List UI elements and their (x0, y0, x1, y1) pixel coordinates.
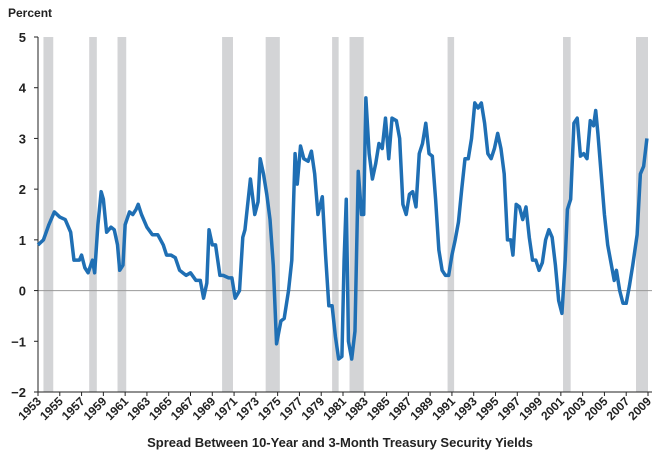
recession-band (332, 37, 339, 392)
data-line (36, 96, 649, 361)
x-tick-label: 1977 (277, 394, 306, 423)
x-tick-label: 1973 (233, 394, 262, 423)
x-tick-label: 2003 (560, 394, 589, 423)
x-tick-label: 1981 (320, 394, 349, 423)
x-tick-label: 1989 (407, 394, 436, 423)
y-tick-label: 2 (19, 182, 26, 197)
recession-band (636, 37, 648, 392)
y-axis-label: Percent (8, 6, 52, 20)
x-tick-label: 1979 (299, 394, 328, 423)
x-tick-label: 1965 (146, 394, 175, 423)
x-tick-label: 1999 (516, 394, 545, 423)
x-tick-label: 1971 (211, 394, 240, 423)
x-tick-label: 1985 (364, 394, 393, 423)
y-tick-label: −1 (11, 334, 26, 349)
x-tick-label: 1995 (473, 394, 502, 423)
x-tick-label: 1987 (386, 394, 415, 423)
y-tick-label: −2 (11, 385, 26, 400)
recession-band (43, 37, 54, 392)
recession-band (89, 37, 97, 392)
y-tick-label: 1 (19, 233, 26, 248)
y-tick-label: 0 (19, 284, 26, 299)
x-tick-label: 1959 (81, 394, 110, 423)
x-tick-label: 1961 (102, 394, 131, 423)
recession-band (117, 37, 127, 392)
x-tick-label: 1975 (255, 394, 284, 423)
y-tick-label: 3 (19, 131, 26, 146)
x-tick-label: 1993 (451, 394, 480, 423)
x-tick-label: 2001 (538, 394, 567, 423)
y-tick-label: 4 (19, 81, 27, 96)
x-tick-label: 1997 (495, 394, 524, 423)
x-tick-label: 2007 (604, 394, 633, 423)
recession-band (222, 37, 233, 392)
x-tick-label: 1969 (190, 394, 219, 423)
x-tick-label: 2005 (582, 394, 611, 423)
x-tick-label: 1983 (342, 394, 371, 423)
y-tick-label: 5 (19, 30, 26, 45)
x-tick-label: 1955 (37, 394, 66, 423)
x-tick-label: 1957 (59, 394, 88, 423)
x-tick-label: 1991 (429, 394, 458, 423)
recession-band (447, 37, 455, 392)
x-tick-label: 1963 (124, 394, 153, 423)
x-tick-label: 2009 (625, 394, 654, 423)
chart-title: Spread Between 10-Year and 3-Month Treas… (147, 435, 533, 450)
x-tick-label: 1967 (168, 394, 197, 423)
